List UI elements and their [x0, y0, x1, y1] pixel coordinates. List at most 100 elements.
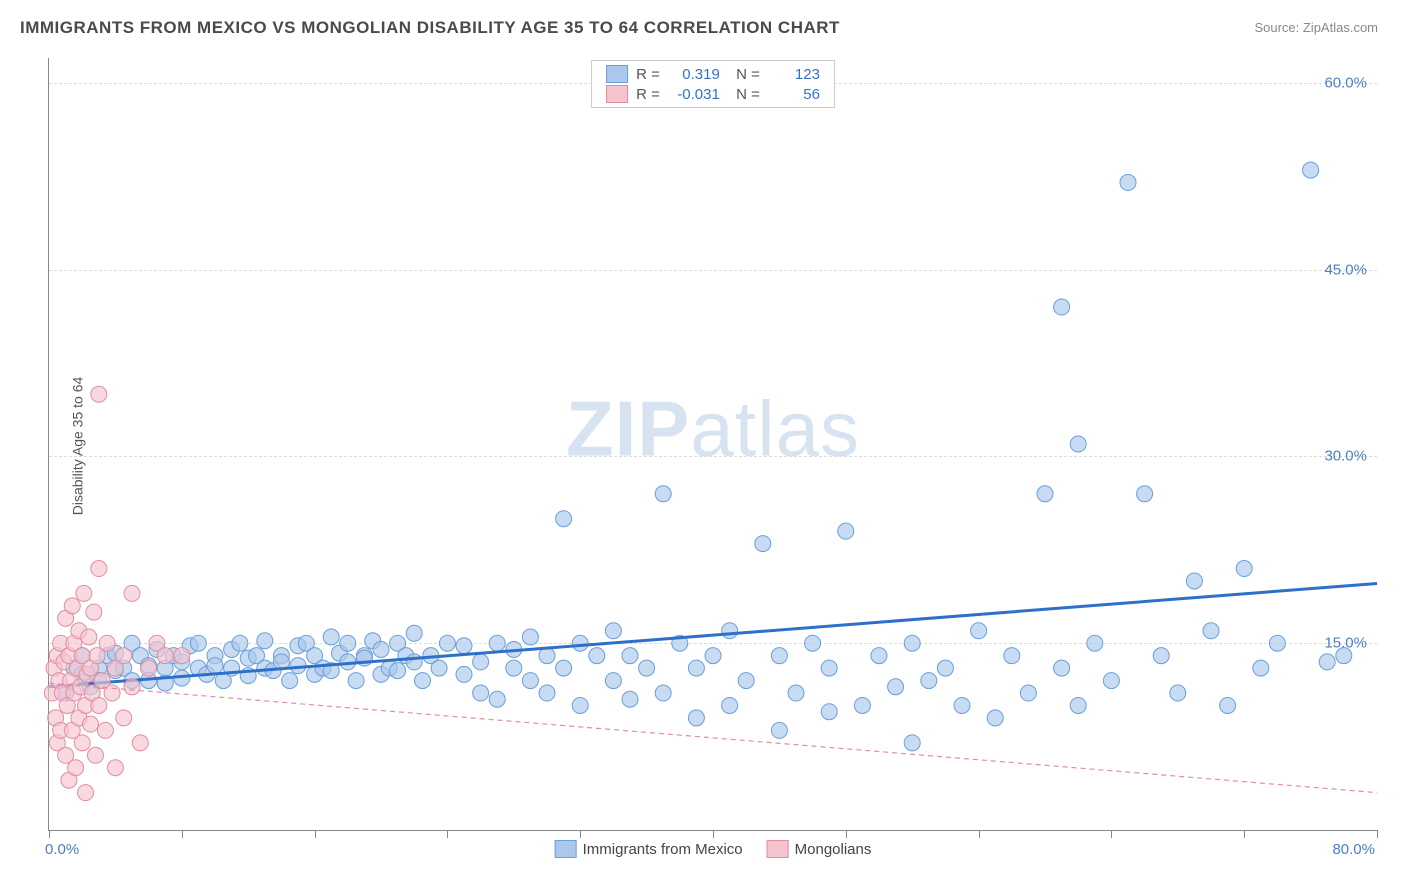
legend-swatch-mongolian	[767, 840, 789, 858]
data-point	[132, 735, 148, 751]
data-point	[1120, 175, 1136, 191]
data-point	[838, 523, 854, 539]
data-point	[489, 635, 505, 651]
legend-label-mongolian: Mongolians	[795, 841, 872, 858]
data-point	[76, 585, 92, 601]
data-point	[1020, 685, 1036, 701]
series-legend: Immigrants from Mexico Mongolians	[555, 840, 872, 858]
correlation-row-mongolian: R = -0.031 N = 56	[606, 85, 820, 103]
legend-item-mongolian: Mongolians	[767, 840, 872, 858]
data-point	[655, 486, 671, 502]
data-point	[788, 685, 804, 701]
data-point	[348, 673, 364, 689]
data-point	[771, 722, 787, 738]
data-point	[1203, 623, 1219, 639]
data-point	[282, 673, 298, 689]
data-point	[572, 697, 588, 713]
data-point	[522, 629, 538, 645]
data-point	[174, 648, 190, 664]
data-point	[489, 691, 505, 707]
data-point	[639, 660, 655, 676]
data-point	[1303, 162, 1319, 178]
data-point	[86, 604, 102, 620]
data-point	[539, 648, 555, 664]
data-point	[91, 697, 107, 713]
data-point	[1186, 573, 1202, 589]
data-point	[124, 585, 140, 601]
data-point	[506, 660, 522, 676]
data-point	[207, 658, 223, 674]
source-label: Source: ZipAtlas.com	[1254, 20, 1378, 35]
data-point	[1269, 635, 1285, 651]
correlation-row-mexico: R = 0.319 N = 123	[606, 65, 820, 83]
data-point	[904, 635, 920, 651]
data-point	[373, 641, 389, 657]
data-point	[64, 598, 80, 614]
data-point	[1004, 648, 1020, 664]
data-point	[605, 623, 621, 639]
data-point	[87, 747, 103, 763]
data-point	[124, 679, 140, 695]
r-value-mongolian: -0.031	[668, 86, 720, 103]
data-point	[755, 536, 771, 552]
data-point	[473, 654, 489, 670]
data-point	[655, 685, 671, 701]
data-point	[473, 685, 489, 701]
data-point	[1336, 648, 1352, 664]
data-point	[622, 691, 638, 707]
trend-line	[49, 583, 1377, 686]
data-point	[556, 511, 572, 527]
correlation-legend: R = 0.319 N = 123 R = -0.031 N = 56	[591, 60, 835, 108]
data-point	[1236, 561, 1252, 577]
data-point	[1054, 660, 1070, 676]
data-point	[190, 635, 206, 651]
data-point	[871, 648, 887, 664]
data-point	[821, 660, 837, 676]
x-max-label: 80.0%	[1332, 841, 1375, 858]
n-value-mongolian: 56	[768, 86, 820, 103]
data-point	[107, 760, 123, 776]
data-point	[805, 635, 821, 651]
scatter-svg	[49, 58, 1377, 830]
n-label: N =	[728, 66, 760, 83]
data-point	[572, 635, 588, 651]
data-point	[539, 685, 555, 701]
data-point	[622, 648, 638, 664]
data-point	[688, 710, 704, 726]
data-point	[257, 633, 273, 649]
data-point	[589, 648, 605, 664]
swatch-mexico	[606, 65, 628, 83]
data-point	[141, 660, 157, 676]
data-point	[821, 704, 837, 720]
data-point	[116, 710, 132, 726]
data-point	[522, 673, 538, 689]
n-label: N =	[728, 86, 760, 103]
data-point	[921, 673, 937, 689]
data-point	[1220, 697, 1236, 713]
data-point	[431, 660, 447, 676]
data-point	[1253, 660, 1269, 676]
data-point	[1070, 697, 1086, 713]
r-label: R =	[636, 66, 660, 83]
data-point	[1319, 654, 1335, 670]
data-point	[1037, 486, 1053, 502]
data-point	[456, 666, 472, 682]
data-point	[68, 760, 84, 776]
data-point	[1070, 436, 1086, 452]
data-point	[323, 629, 339, 645]
r-label: R =	[636, 86, 660, 103]
r-value-mexico: 0.319	[668, 66, 720, 83]
data-point	[340, 635, 356, 651]
chart-title: IMMIGRANTS FROM MEXICO VS MONGOLIAN DISA…	[20, 18, 840, 38]
data-point	[771, 648, 787, 664]
data-point	[937, 660, 953, 676]
data-point	[439, 635, 455, 651]
data-point	[99, 635, 115, 651]
data-point	[116, 648, 132, 664]
data-point	[415, 673, 431, 689]
x-origin-label: 0.0%	[45, 841, 79, 858]
chart-plot-area: ZIPatlas 15.0%30.0%45.0%60.0% R = 0.319 …	[48, 58, 1377, 831]
data-point	[456, 638, 472, 654]
data-point	[987, 710, 1003, 726]
data-point	[738, 673, 754, 689]
